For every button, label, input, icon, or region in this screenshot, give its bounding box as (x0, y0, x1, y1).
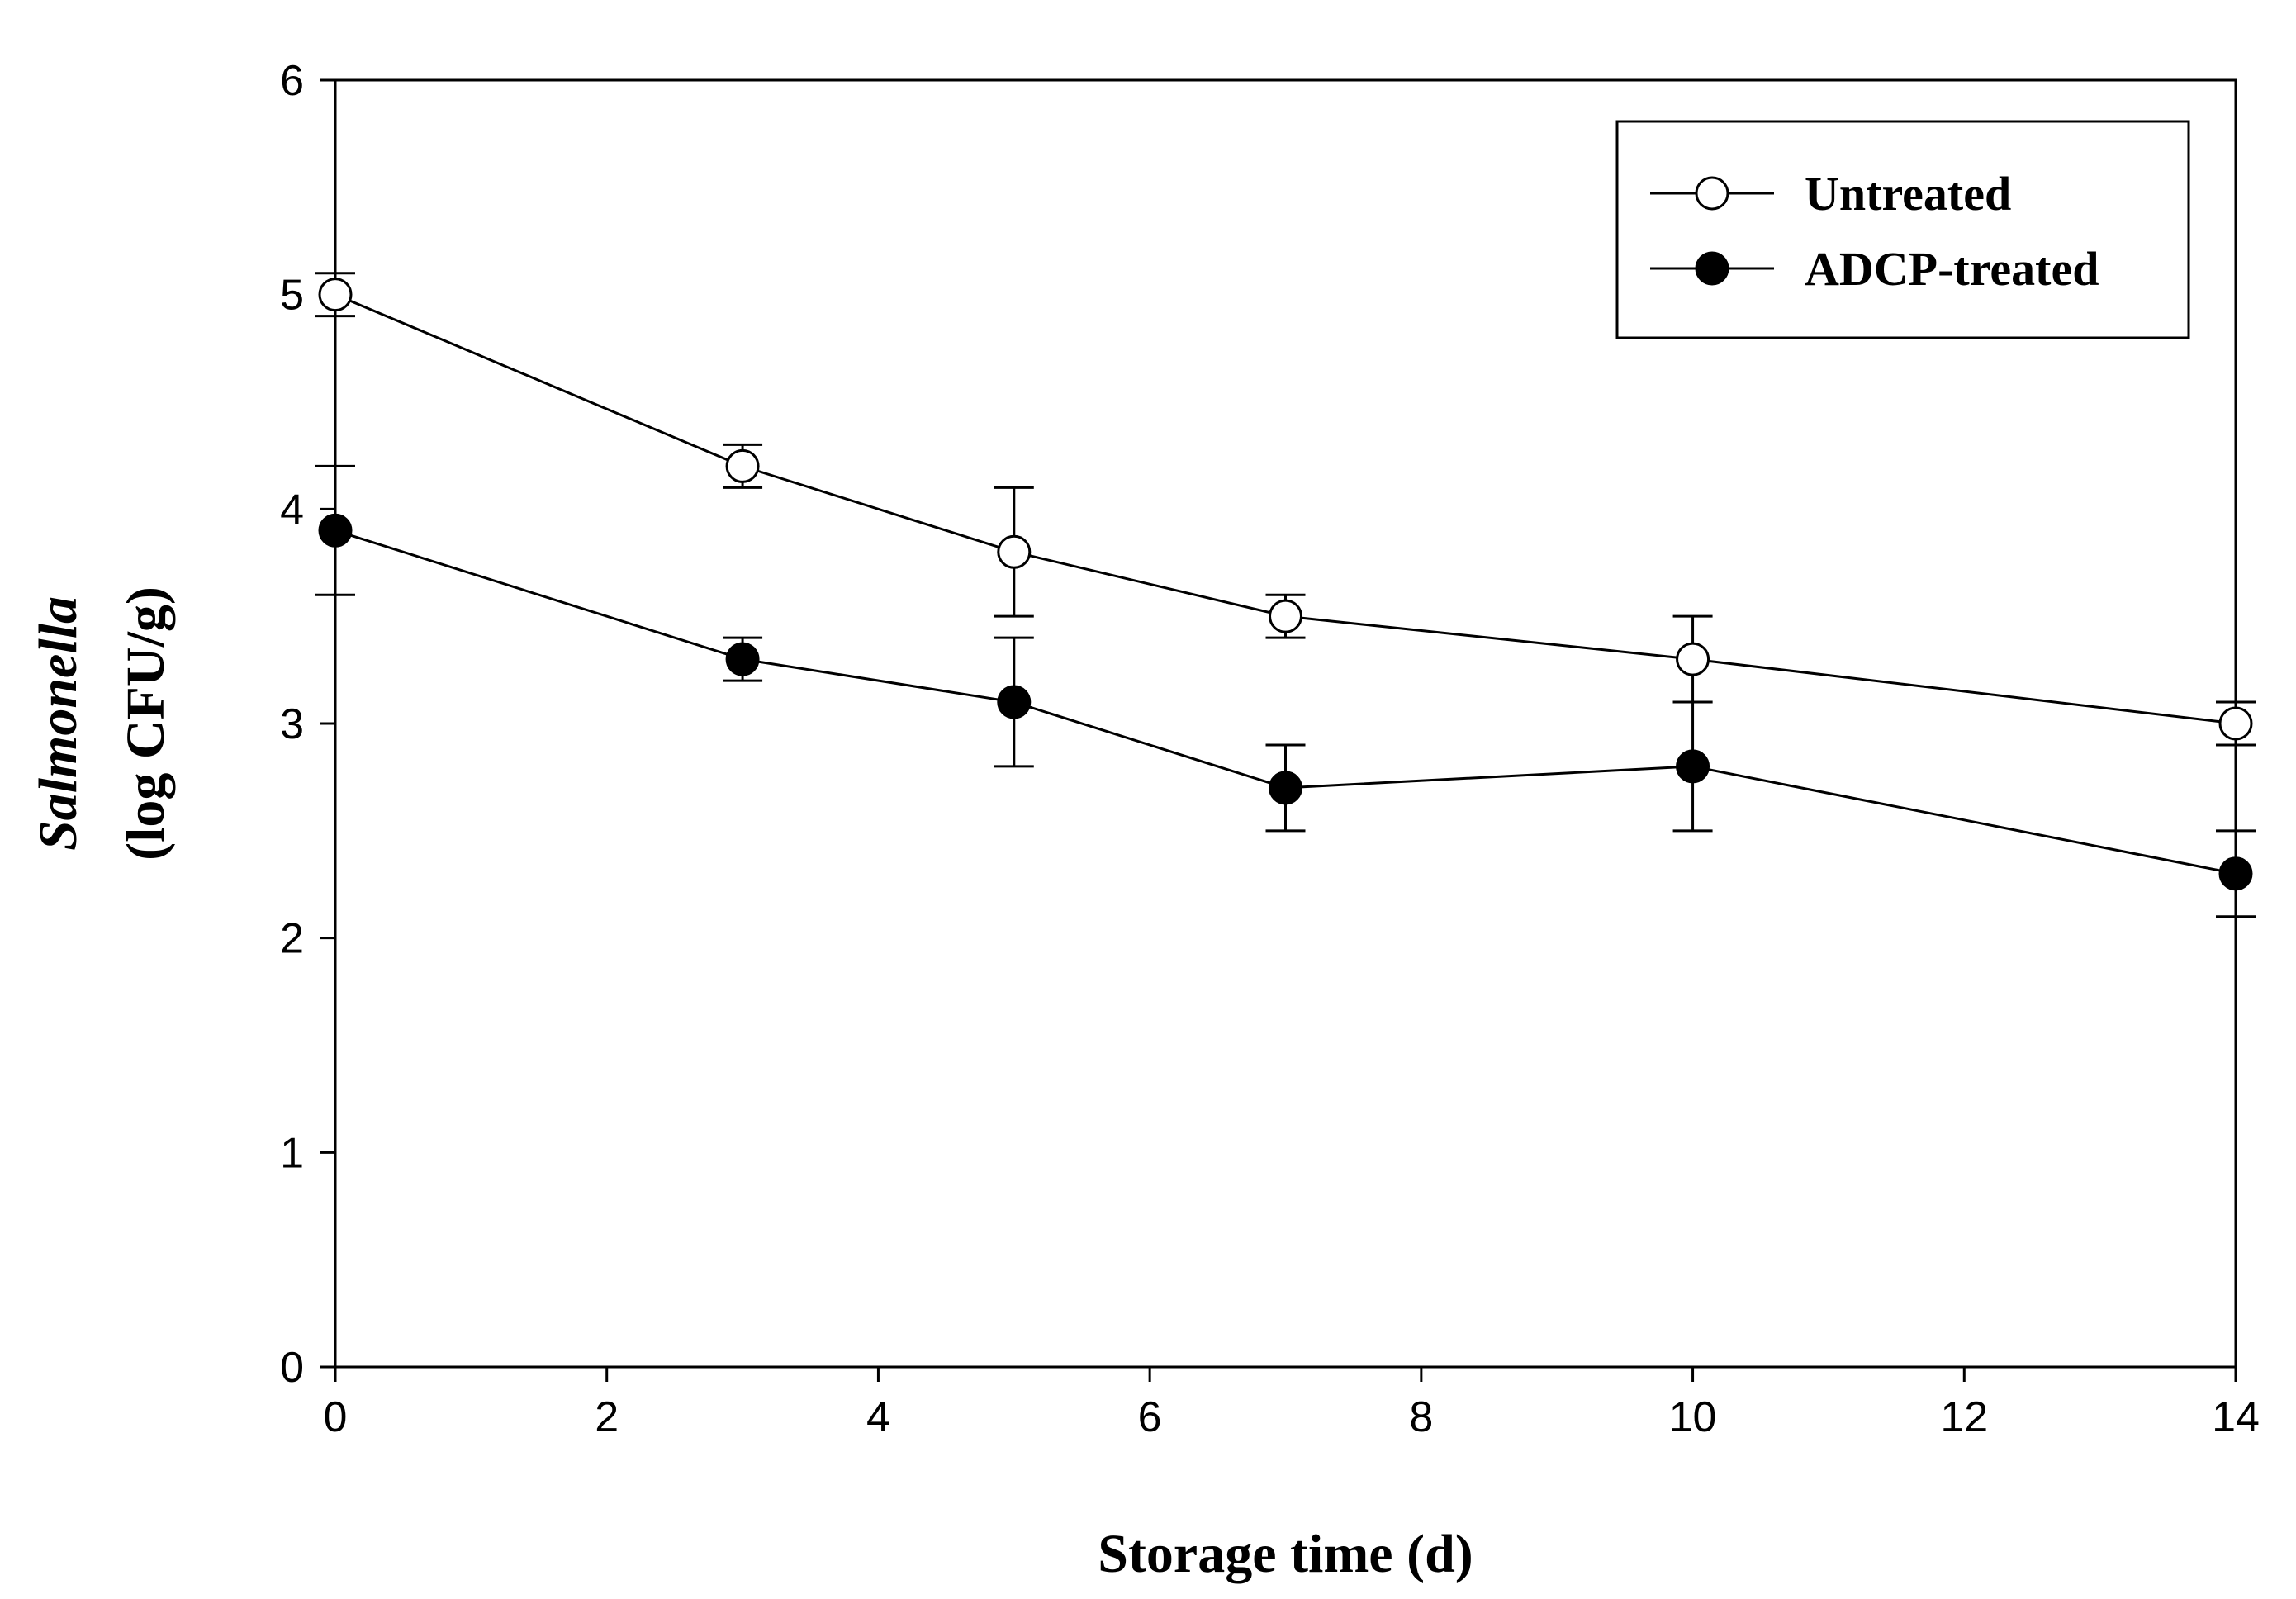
y-tick-label: 2 (280, 915, 304, 963)
series-line-untreated (334, 293, 2237, 725)
legend-marker (1695, 251, 1729, 286)
legend-box (1615, 120, 2190, 339)
y-tick-label: 3 (280, 700, 304, 748)
legend-item-untreated: Untreated (1650, 167, 2011, 221)
y-tick-label: 0 (280, 1344, 304, 1392)
x-axis-title: Storage time (d) (1098, 1524, 1473, 1584)
y-axis-title-organism: Salmonella (28, 596, 88, 851)
series-line-adcp-treated (334, 529, 2237, 875)
data-point-untreated (1269, 599, 1302, 633)
data-point-adcp-treated (2218, 856, 2253, 891)
data-point-adcp-treated (318, 513, 353, 548)
x-tick-label: 10 (1669, 1393, 1717, 1441)
x-tick-label: 12 (1940, 1393, 1988, 1441)
legend-marker (1695, 176, 1729, 211)
y-tick-label: 6 (280, 57, 304, 105)
legend-item-adcp-treated: ADCP-treated (1650, 242, 2099, 296)
x-tick-label: 2 (595, 1393, 619, 1441)
y-axis: 0 1 2 3 4 5 6 (280, 57, 335, 1392)
data-point-untreated (1676, 642, 1710, 676)
series-adcp-treated (315, 464, 2256, 918)
data-point-adcp-treated (1676, 749, 1710, 784)
data-point-untreated (725, 448, 760, 483)
series-layer (315, 272, 2256, 918)
legend: Untreated ADCP-treated (1615, 120, 2190, 339)
x-tick-label: 0 (324, 1393, 348, 1441)
y-axis-title-unit: (log CFU/g) (116, 586, 176, 861)
data-point-adcp-treated (725, 642, 760, 676)
x-axis: 0 2 4 6 8 10 12 14 (324, 1367, 2260, 1441)
y-tick-label: 5 (280, 272, 304, 320)
y-tick-label: 1 (280, 1129, 304, 1177)
y-tick-label: 4 (280, 486, 304, 534)
legend-label: Untreated (1805, 167, 2011, 221)
x-tick-label: 14 (2212, 1393, 2260, 1441)
data-point-untreated (2218, 706, 2253, 741)
x-tick-label: 8 (1409, 1393, 1433, 1441)
x-tick-label: 4 (866, 1393, 890, 1441)
legend-label: ADCP-treated (1805, 242, 2099, 296)
x-tick-label: 6 (1138, 1393, 1162, 1441)
data-point-untreated (997, 534, 1032, 569)
data-point-adcp-treated (997, 685, 1032, 719)
series-untreated (315, 272, 2256, 747)
data-point-untreated (318, 278, 353, 312)
data-point-adcp-treated (1269, 771, 1302, 805)
